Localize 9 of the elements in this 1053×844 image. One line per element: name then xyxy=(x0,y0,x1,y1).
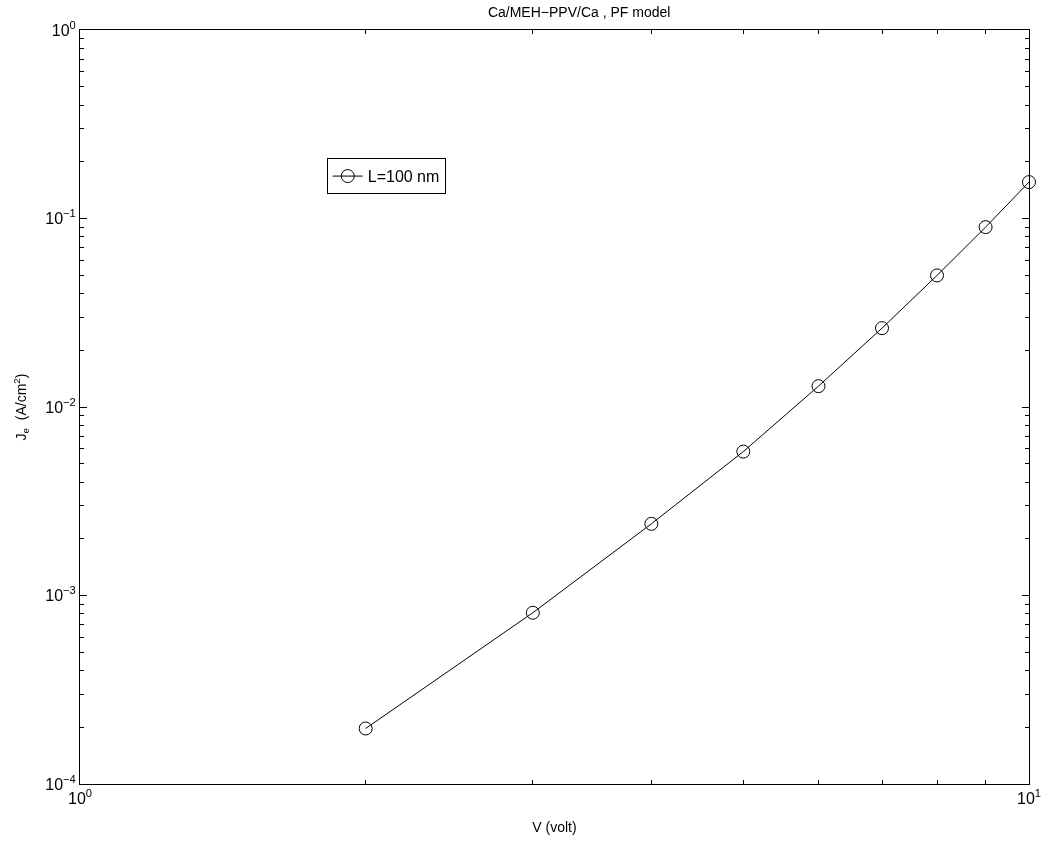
chart-title: Ca/MEH−PPV/Ca , PF model xyxy=(487,3,671,20)
y-tick-label: 10$^{0}$ xyxy=(51,18,76,39)
y-tick-label: 10$^{−2}$ xyxy=(45,395,76,416)
y-tick-label: 10$^{−4}$ xyxy=(45,772,76,793)
x-tick-label: 10$^{1}$ xyxy=(1016,787,1042,808)
x-axis-title: V (volt) xyxy=(532,818,577,835)
y-tick-label: 10$^{−3}$ xyxy=(45,584,76,605)
y-tick-label: 10$^{−1}$ xyxy=(45,207,76,228)
legend-label: L=100 nm xyxy=(367,168,440,186)
